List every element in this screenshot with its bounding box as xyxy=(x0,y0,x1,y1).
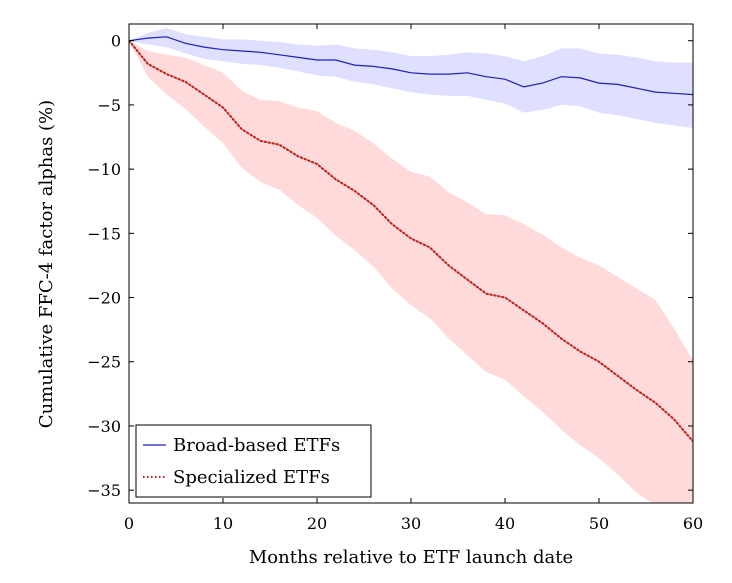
x-tick-label: 30 xyxy=(401,514,421,533)
x-axis-label: Months relative to ETF launch date xyxy=(249,547,573,568)
x-axis-ticks: 0 10 20 30 40 50 60 xyxy=(124,24,703,533)
legend: Broad-based ETFs Specialized ETFs xyxy=(135,424,372,498)
confidence-band-specialized xyxy=(129,40,693,503)
y-tick-label: −20 xyxy=(87,289,121,308)
y-tick-label: −15 xyxy=(87,224,121,243)
legend-label-specialized: Specialized ETFs xyxy=(173,467,330,488)
y-tick-label: −30 xyxy=(87,417,121,436)
y-tick-label: −5 xyxy=(97,96,121,115)
series-line-specialized xyxy=(129,39,693,443)
y-tick-label: −10 xyxy=(87,160,121,179)
y-tick-label: 0 xyxy=(111,32,121,51)
series-line-broad xyxy=(129,36,693,96)
x-tick-label: 10 xyxy=(213,514,233,533)
legend-label-broad: Broad-based ETFs xyxy=(173,435,340,456)
y-axis-label: Cumulative FFC-4 factor alphas (%) xyxy=(36,100,57,428)
series-lines xyxy=(129,36,693,443)
x-tick-label: 60 xyxy=(683,514,703,533)
legend-box xyxy=(135,424,372,498)
y-tick-label: −35 xyxy=(87,481,121,500)
confidence-band-broad xyxy=(129,27,693,128)
x-tick-label: 40 xyxy=(495,514,515,533)
x-tick-label: 0 xyxy=(124,514,134,533)
x-tick-label: 50 xyxy=(589,514,609,533)
x-tick-label: 20 xyxy=(307,514,327,533)
y-tick-label: −25 xyxy=(87,353,121,372)
confidence-bands xyxy=(129,27,693,503)
y-axis-ticks: 0 −5 −10 −15 −20 −25 −30 −35 xyxy=(87,32,693,500)
